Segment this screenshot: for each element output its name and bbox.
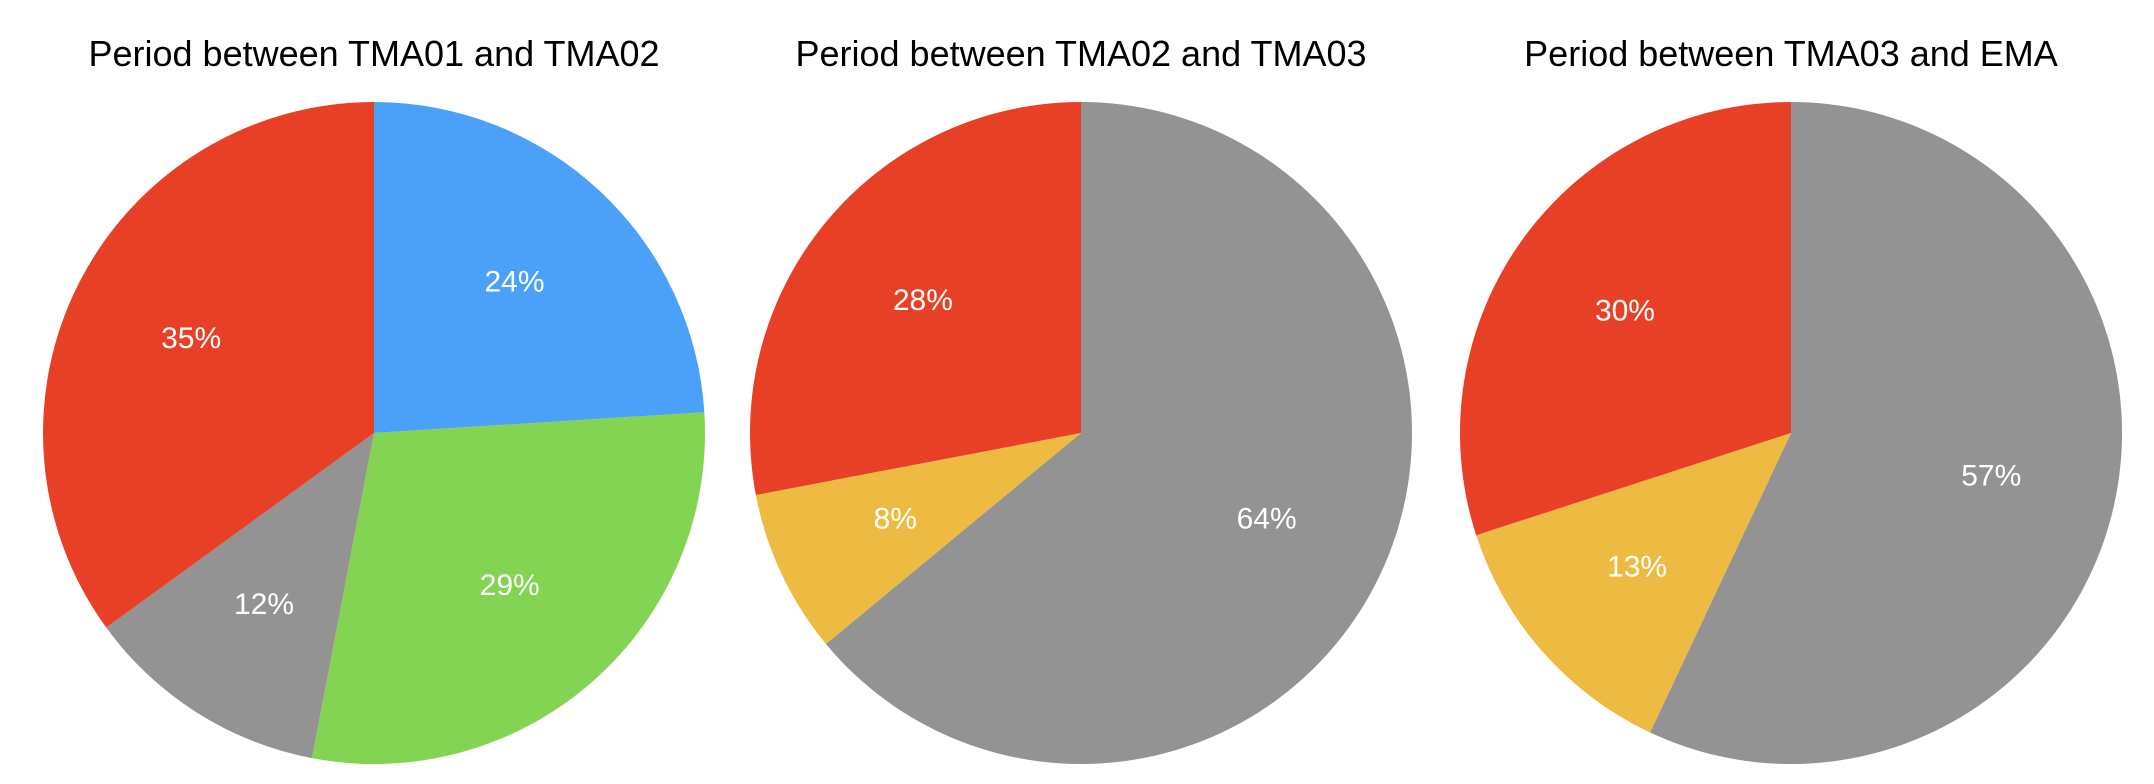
slice-label: 30% (1595, 294, 1655, 327)
pie-chart-1: Period between TMA01 and TMA02 24% 29% 12%… (15, 0, 733, 784)
slice-label: 64% (1237, 502, 1297, 535)
pie-slice (311, 412, 705, 765)
slice-label: 57% (1961, 460, 2021, 493)
pie-svg: 57% 13% 30% (1460, 102, 2122, 764)
slice-label: 12% (234, 588, 294, 621)
slice-label: 28% (893, 284, 953, 317)
pie-slice (42, 102, 374, 628)
slice-label: 24% (484, 265, 544, 298)
pie-slice (825, 102, 1412, 764)
pie-slice (106, 433, 374, 759)
pie-slice (750, 102, 1081, 496)
chart-title: Period between TMA03 and EMA (1524, 33, 2058, 74)
pie-chart-2: Period between TMA02 and TMA03 64% 8% 28% (722, 0, 1440, 784)
slice-label: 13% (1607, 551, 1667, 584)
slice-label: 8% (874, 502, 917, 535)
pie-svg: 24% 29% 12% 35% (42, 102, 705, 765)
chart-title: Period between TMA01 and TMA02 (88, 33, 660, 74)
pie-svg: 64% 8% 28% (750, 102, 1412, 764)
pie-slice (755, 433, 1081, 644)
pie-slice (1460, 102, 1791, 536)
pie-slice (374, 102, 705, 433)
pie-chart-3: Period between TMA03 and EMA 57% 13% 30% (1432, 0, 2150, 784)
slice-label: 29% (480, 569, 540, 602)
slice-label: 35% (161, 322, 221, 355)
pie-slice (1476, 433, 1791, 733)
pie-slice (1650, 102, 2122, 764)
chart-title: Period between TMA02 and TMA03 (795, 33, 1367, 74)
